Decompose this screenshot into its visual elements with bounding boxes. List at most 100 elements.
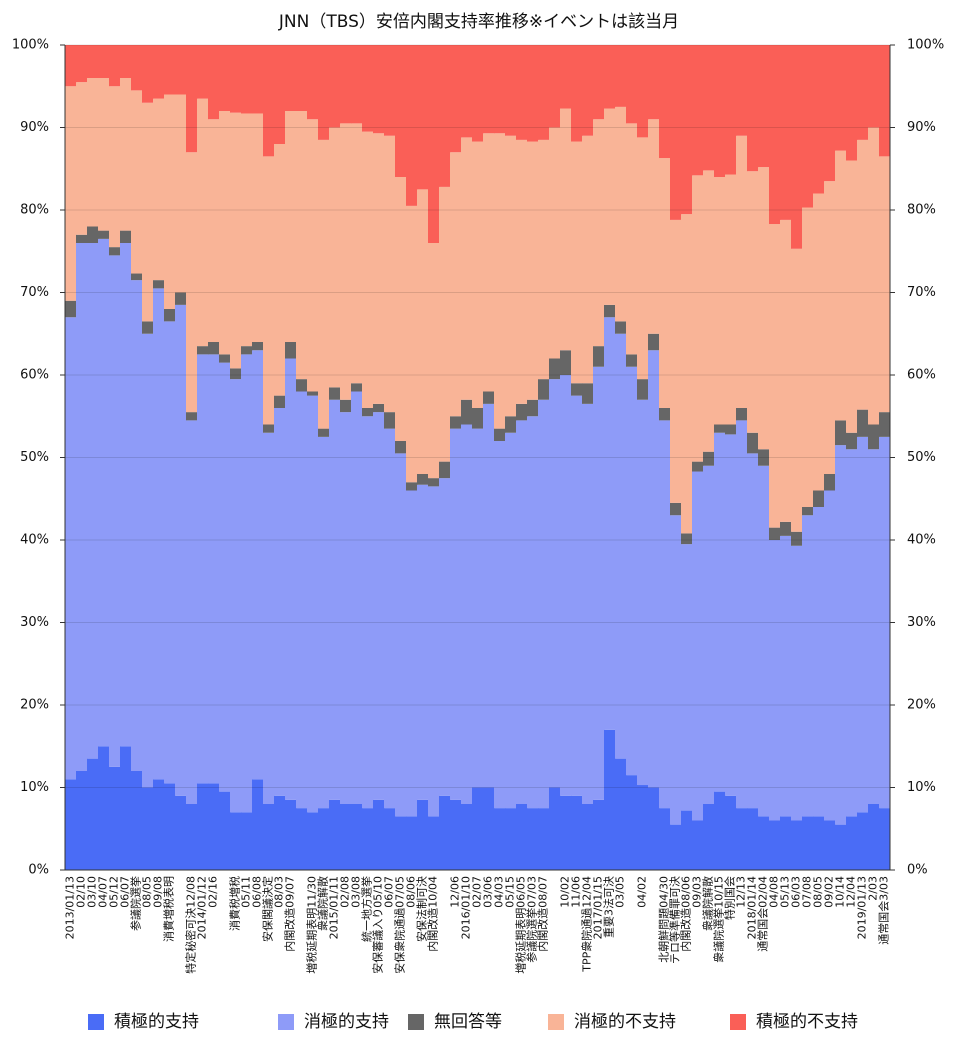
bar-segment [527, 45, 539, 142]
y2-tick-label: 50% [907, 450, 936, 465]
bar-segment [98, 746, 110, 870]
bar-segment [725, 434, 737, 796]
bar-segment [549, 127, 561, 359]
bar-segment [252, 350, 264, 780]
bar-segment [505, 808, 517, 870]
bar-segment [604, 108, 616, 305]
bar-segment [208, 45, 220, 120]
bar-segment [549, 358, 561, 380]
bar-segment [318, 45, 330, 140]
bar-segment [747, 432, 759, 454]
bar-segment [626, 366, 638, 776]
bar-segment [296, 379, 308, 392]
x-tick-label: 10/14 [834, 876, 847, 908]
bar-segment [274, 144, 286, 396]
bar-segment [87, 45, 99, 78]
bar-segment [230, 368, 242, 380]
bar-segment [428, 478, 440, 487]
bar-segment [692, 820, 704, 870]
bar-segment [736, 420, 748, 809]
bar-segment [560, 795, 572, 870]
legend-label: 積極的支持 [114, 1012, 199, 1032]
bar-segment [714, 791, 726, 870]
bar-segment [65, 317, 77, 780]
bar-segment [527, 399, 539, 417]
bar-segment [758, 167, 770, 450]
bar-segment [472, 408, 484, 429]
bar-segment [417, 799, 429, 870]
bar-segment [197, 783, 209, 870]
bar-segment [461, 45, 473, 138]
bar-segment [329, 399, 341, 800]
bar-segment [714, 45, 726, 177]
bar-segment [791, 45, 803, 249]
bar-segment [175, 795, 187, 870]
bar-segment [824, 474, 836, 491]
bar-segment [252, 113, 264, 342]
bar-segment [241, 113, 253, 347]
bar-segment [362, 45, 374, 132]
bar-segment [857, 436, 869, 813]
x-tick-label: 12/13 [735, 876, 748, 908]
legend-swatch [88, 1014, 104, 1030]
bar-segment [274, 395, 286, 408]
bar-segment [406, 45, 418, 206]
bar-segment [813, 45, 825, 194]
bar-segment [318, 436, 330, 809]
bar-segment [604, 45, 616, 109]
bar-segment [538, 808, 550, 870]
bar-segment [461, 399, 473, 425]
bar-segment [164, 783, 176, 870]
bar-segment [351, 45, 363, 124]
bar-segment [483, 403, 495, 788]
bar-segment [395, 45, 407, 177]
bar-segment [626, 775, 638, 870]
bar-segment [802, 207, 814, 507]
bar-segment [153, 779, 165, 870]
bar-segment [538, 379, 550, 400]
bar-segment [802, 45, 814, 208]
bar-segment [296, 808, 308, 870]
bar-segment [274, 408, 286, 796]
x-tick-label: 10/02 [559, 876, 572, 908]
bar-segment [692, 471, 704, 821]
y-tick-label: 40% [20, 533, 49, 548]
bar-segment [439, 795, 451, 870]
bar-segment [868, 804, 880, 870]
bar-segment [505, 45, 517, 136]
x-tick-label: 内閣改造08/07 [536, 876, 550, 952]
x-tick-label: 08/06 [405, 876, 418, 908]
y2-tick-label: 60% [907, 368, 936, 383]
x-tick-label: 07/08 [801, 876, 814, 908]
bar-segment [538, 139, 550, 380]
bar-segment [384, 808, 396, 870]
bar-segment [516, 139, 528, 404]
bar-segment [494, 428, 506, 441]
x-tick-label: 参議院選挙 [129, 876, 143, 931]
bar-segment [153, 280, 165, 289]
bar-segment [274, 795, 286, 870]
bar-segment [780, 535, 792, 817]
bar-segment [241, 812, 253, 870]
bar-segment [483, 787, 495, 870]
bar-segment [846, 449, 858, 817]
legend-swatch [730, 1014, 746, 1030]
bar-segment [164, 45, 176, 95]
bar-segment [582, 403, 594, 804]
bar-segment [428, 816, 440, 870]
bar-segment [593, 366, 605, 800]
bar-segment [395, 453, 407, 817]
bar-segment [879, 436, 891, 809]
y2-tick-label: 30% [907, 615, 936, 630]
bar-segment [351, 804, 363, 870]
bar-segment [329, 387, 341, 400]
bar-segment [241, 354, 253, 813]
bar-segment [670, 219, 682, 503]
x-tick-label: 09/03 [691, 876, 704, 908]
bar-segment [65, 300, 77, 318]
y2-tick-label: 0% [907, 863, 928, 878]
bar-segment [549, 379, 561, 788]
bar-segment [571, 395, 583, 796]
bar-segment [76, 82, 88, 235]
bar-segment [769, 224, 781, 528]
